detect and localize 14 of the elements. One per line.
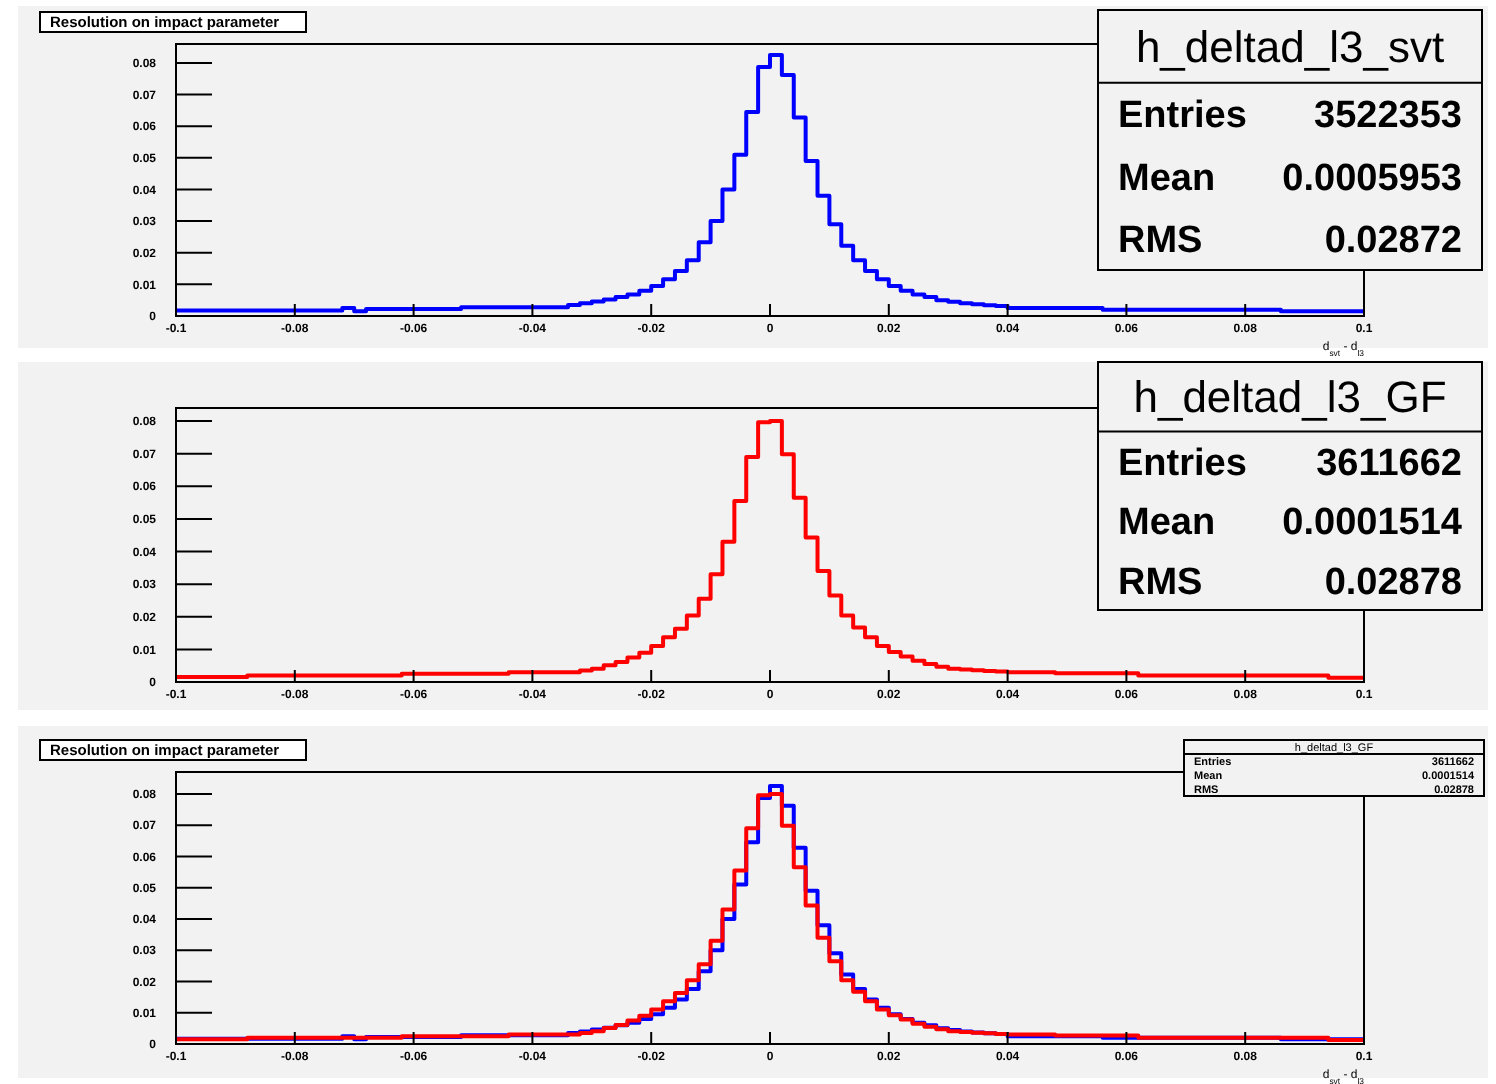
annotation: RMS [1118, 561, 1203, 604]
annotation: 0.0001514 [1282, 502, 1463, 545]
annotation: 0.0005953 [1282, 157, 1462, 200]
annotation: 3611662 [1316, 442, 1462, 485]
annotation: 3522353 [1314, 95, 1462, 138]
annotation: h_deltad_l3_GF [1133, 372, 1447, 423]
annotation: Mean [1118, 157, 1216, 200]
annotation: 0.02872 [1324, 220, 1462, 263]
annotation: h_deltad_l3_svt [1135, 21, 1445, 72]
annotation: Entries [1118, 95, 1247, 138]
annotation: Entries [1118, 442, 1247, 485]
annotation: 0.02878 [1324, 561, 1462, 604]
annotation: Mean [1118, 502, 1216, 545]
annotation: RMS [1118, 220, 1203, 263]
